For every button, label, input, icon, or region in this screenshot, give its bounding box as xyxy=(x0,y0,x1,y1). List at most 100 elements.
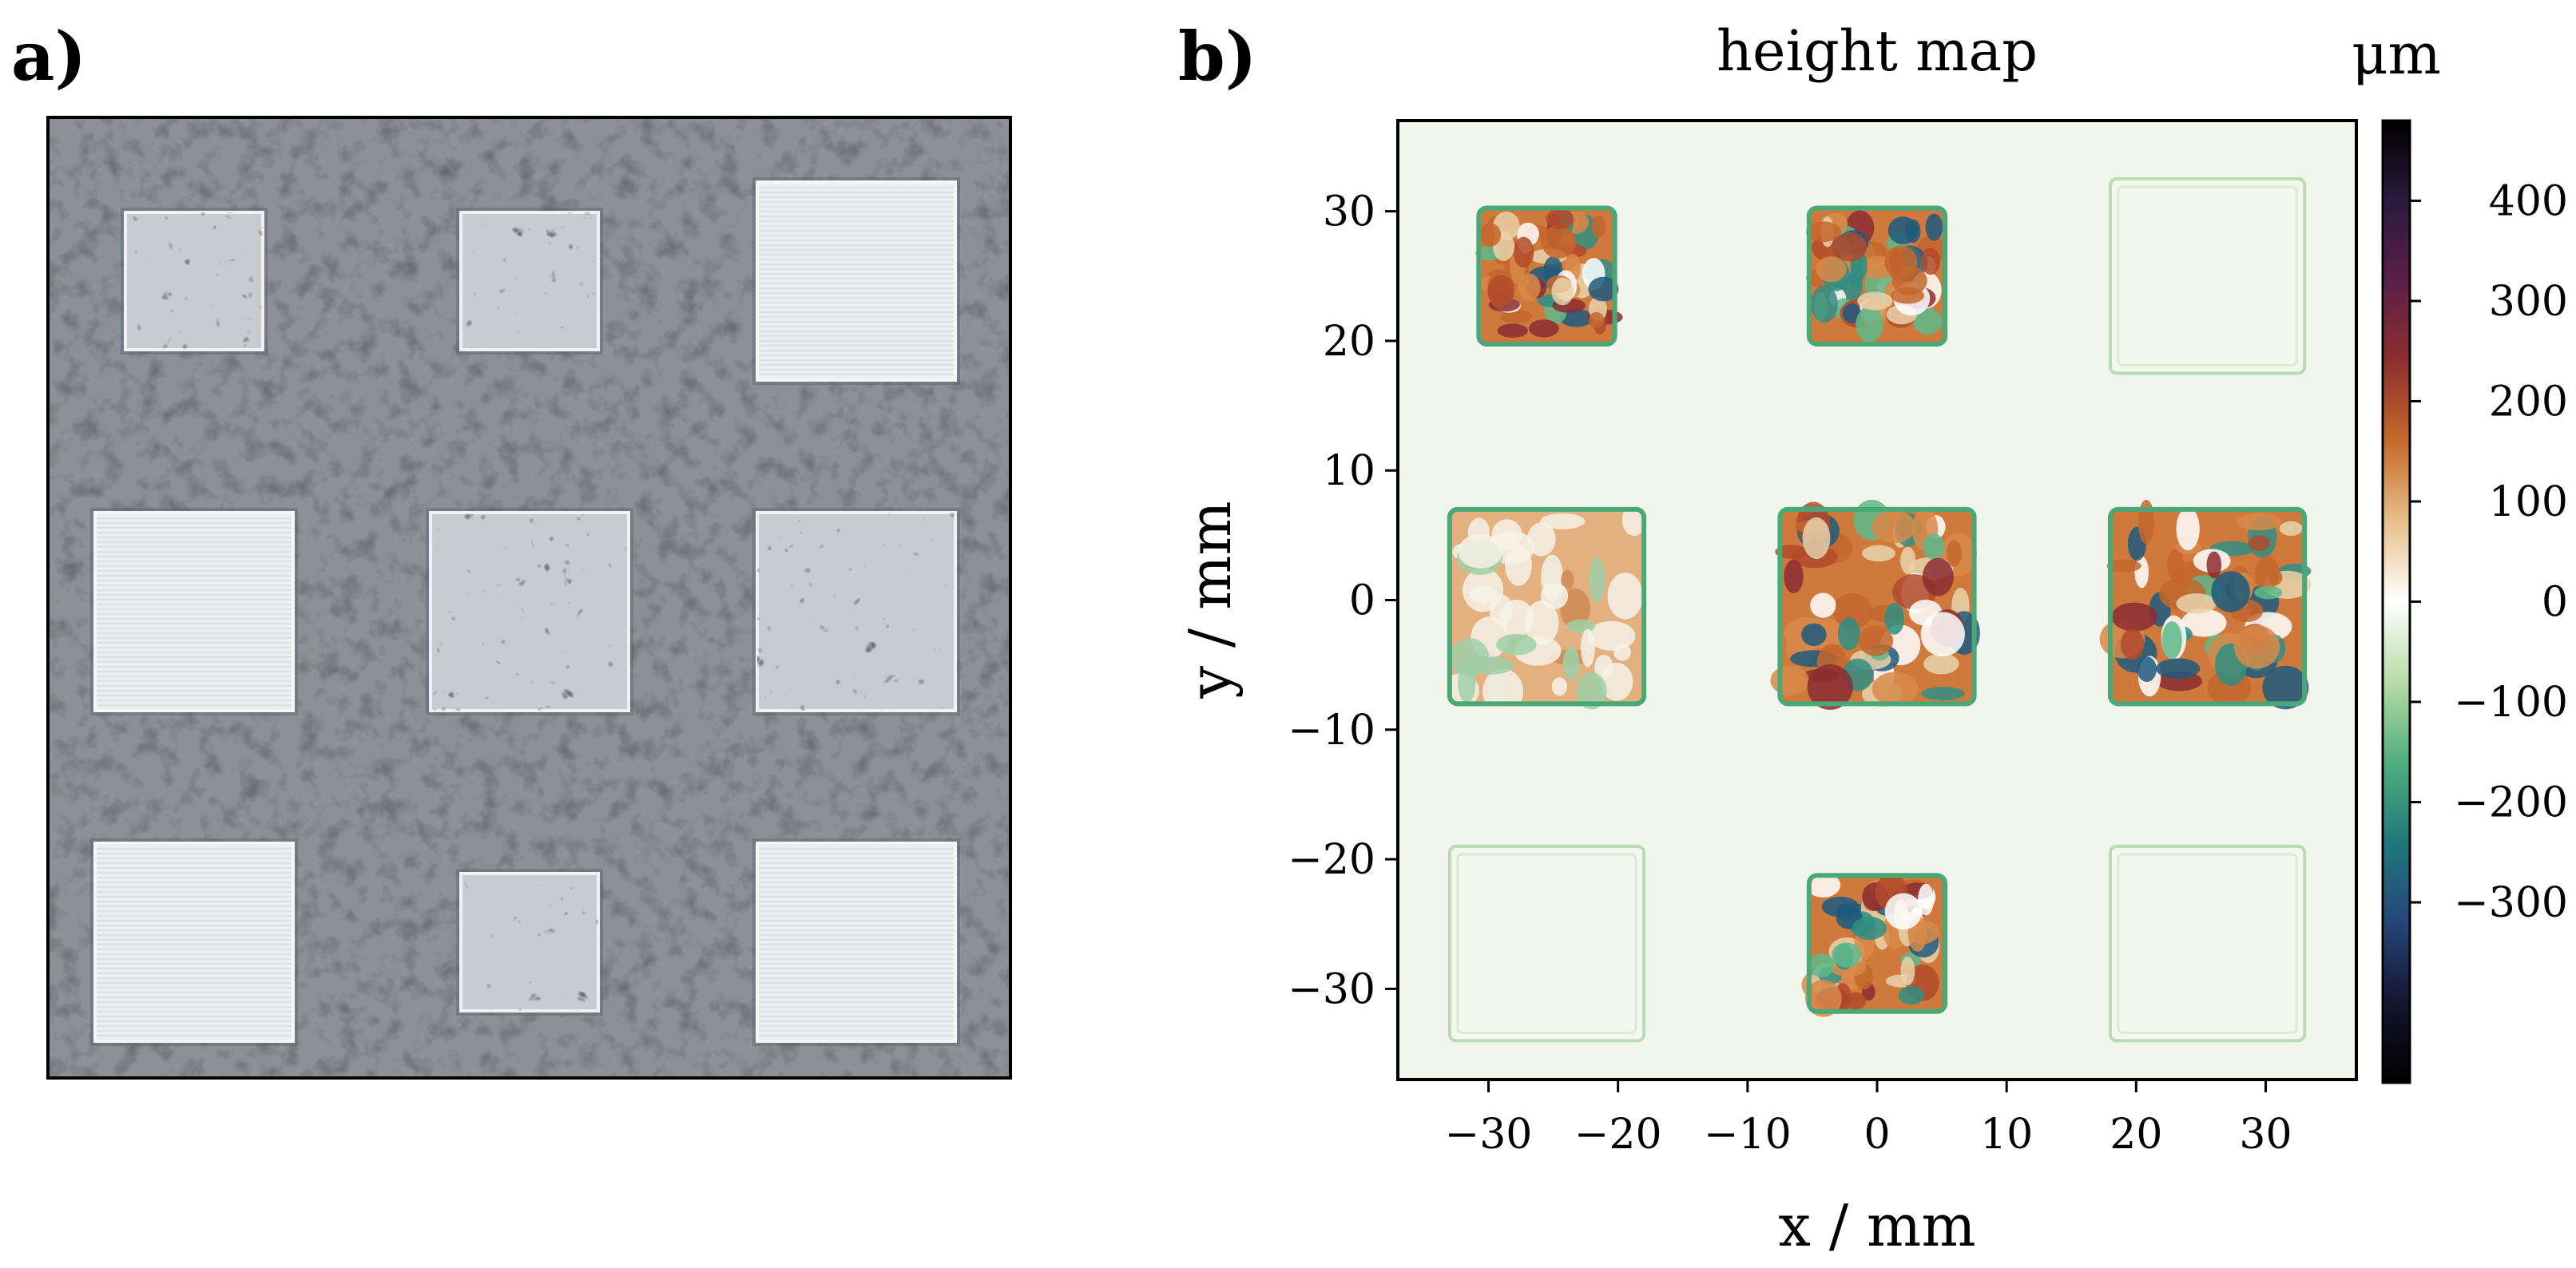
height-map xyxy=(1396,119,2358,1081)
surface-feature xyxy=(1831,942,1862,968)
surface-feature xyxy=(1496,633,1537,656)
surface-feature xyxy=(1499,309,1533,324)
surface-feature xyxy=(2279,521,2303,537)
colorbar-tick-label: 100 xyxy=(2489,478,2568,526)
photo-square xyxy=(90,508,298,715)
surface-feature xyxy=(1528,319,1559,338)
colorbar-tick-label: 300 xyxy=(2489,278,2568,326)
surface-feature xyxy=(1913,307,1943,335)
y-tick-label: −20 xyxy=(1288,836,1375,884)
surface-feature xyxy=(1487,275,1515,307)
surface-feature xyxy=(1551,277,1574,306)
patch-surface xyxy=(1447,844,1646,1043)
x-axis-label: x / mm xyxy=(1778,1192,1975,1259)
surface-feature xyxy=(2161,621,2182,660)
y-tick-label: −30 xyxy=(1288,965,1375,1013)
surface-feature xyxy=(1891,266,1927,295)
x-tick-label: −10 xyxy=(1704,1111,1792,1159)
colorbar-tick-label: −300 xyxy=(2454,879,2568,927)
surface-feature xyxy=(1588,276,1619,302)
surface-feature xyxy=(1479,223,1502,247)
x-axis: −30 −20 −10 0 10 20 30 xyxy=(1445,1080,2292,1159)
x-tick-label: −20 xyxy=(1574,1111,1662,1159)
surface-feature xyxy=(1805,872,1841,898)
surface-feature xyxy=(1600,662,1633,701)
photo-square xyxy=(426,508,633,715)
surface-feature xyxy=(1923,653,1959,675)
surface-feature xyxy=(1801,623,1827,647)
surface-feature xyxy=(1784,559,1804,593)
surface-feature xyxy=(1858,625,1894,656)
surface-feature xyxy=(1832,232,1868,262)
y-tick-label: 10 xyxy=(1323,447,1375,495)
photo-square xyxy=(90,838,298,1046)
y-tick-label: 20 xyxy=(1323,318,1375,366)
x-tick-label: 10 xyxy=(1980,1111,2033,1159)
surface-feature xyxy=(1810,592,1836,618)
colorbar-strip xyxy=(2381,119,2411,1084)
surface-feature xyxy=(1551,677,1568,696)
surface-feature xyxy=(2137,656,2157,682)
surface-feature xyxy=(2155,658,2201,680)
patch-rim xyxy=(1806,873,1948,1014)
surface-feature xyxy=(1871,672,1919,706)
surface-feature xyxy=(2262,665,2309,710)
surface-feature xyxy=(1559,309,1594,327)
surface-feature xyxy=(1540,582,1569,610)
surface-feature xyxy=(1807,664,1853,710)
surface-feature xyxy=(1837,617,1860,651)
surface-feature xyxy=(1458,533,1503,569)
surface-feature xyxy=(2236,513,2282,531)
rough-texture xyxy=(125,212,263,350)
surface-feature xyxy=(1884,603,1905,635)
smooth-surface xyxy=(756,842,957,1043)
colorbar: μm 400 300 200 100 0 −100 −200 −300 xyxy=(2352,22,2568,1084)
rough-texture xyxy=(431,513,629,711)
height-patch xyxy=(1770,499,1980,710)
patch-rim xyxy=(1806,205,1948,347)
surface-feature xyxy=(2111,602,2157,632)
surface-feature xyxy=(1562,647,1580,680)
smooth-surface xyxy=(93,511,295,712)
surface-feature xyxy=(2211,571,2250,612)
surface-feature xyxy=(1918,883,1935,916)
surface-feature xyxy=(1546,208,1574,230)
photo-square xyxy=(121,208,268,355)
colorbar-tick-label: 200 xyxy=(2489,378,2568,426)
rough-texture xyxy=(757,513,955,711)
surface-feature xyxy=(1518,273,1541,301)
surface-feature xyxy=(1561,569,1574,590)
rough-texture xyxy=(461,874,598,1011)
surface-feature xyxy=(1513,236,1534,268)
patch-rim xyxy=(1476,205,1617,347)
x-tick-label: 0 xyxy=(1864,1111,1890,1159)
surface-feature xyxy=(1900,957,1915,985)
x-tick-label: −30 xyxy=(1445,1111,1533,1159)
chart-title: height map xyxy=(1717,18,2038,84)
y-axis-label: y / mm xyxy=(1177,501,1244,699)
surface-feature xyxy=(1540,513,1586,529)
panel-a-label: a) xyxy=(11,17,86,96)
surface-feature xyxy=(1857,291,1893,311)
surface-feature xyxy=(1587,620,1636,651)
y-tick-label: −10 xyxy=(1288,707,1375,755)
surface-feature xyxy=(1856,307,1883,343)
surface-feature xyxy=(2176,507,2200,551)
surface-feature xyxy=(1806,221,1842,243)
surface-feature xyxy=(1524,600,1559,646)
colorbar-tick-label: 0 xyxy=(2542,579,2568,627)
patch-inner-rim xyxy=(2117,853,2298,1034)
surface-feature xyxy=(1607,573,1643,620)
photo-square xyxy=(456,869,603,1016)
patch-rim xyxy=(1777,506,1977,707)
surface-feature xyxy=(1925,213,1943,241)
surface-feature xyxy=(2120,628,2145,660)
surface-feature xyxy=(1862,545,1896,562)
surface-feature xyxy=(2248,535,2270,552)
surface-feature xyxy=(1920,612,1965,657)
patch-rim xyxy=(2107,506,2308,707)
photo-square xyxy=(752,838,960,1046)
surface-feature xyxy=(2206,551,2222,579)
surface-feature xyxy=(1802,517,1831,560)
